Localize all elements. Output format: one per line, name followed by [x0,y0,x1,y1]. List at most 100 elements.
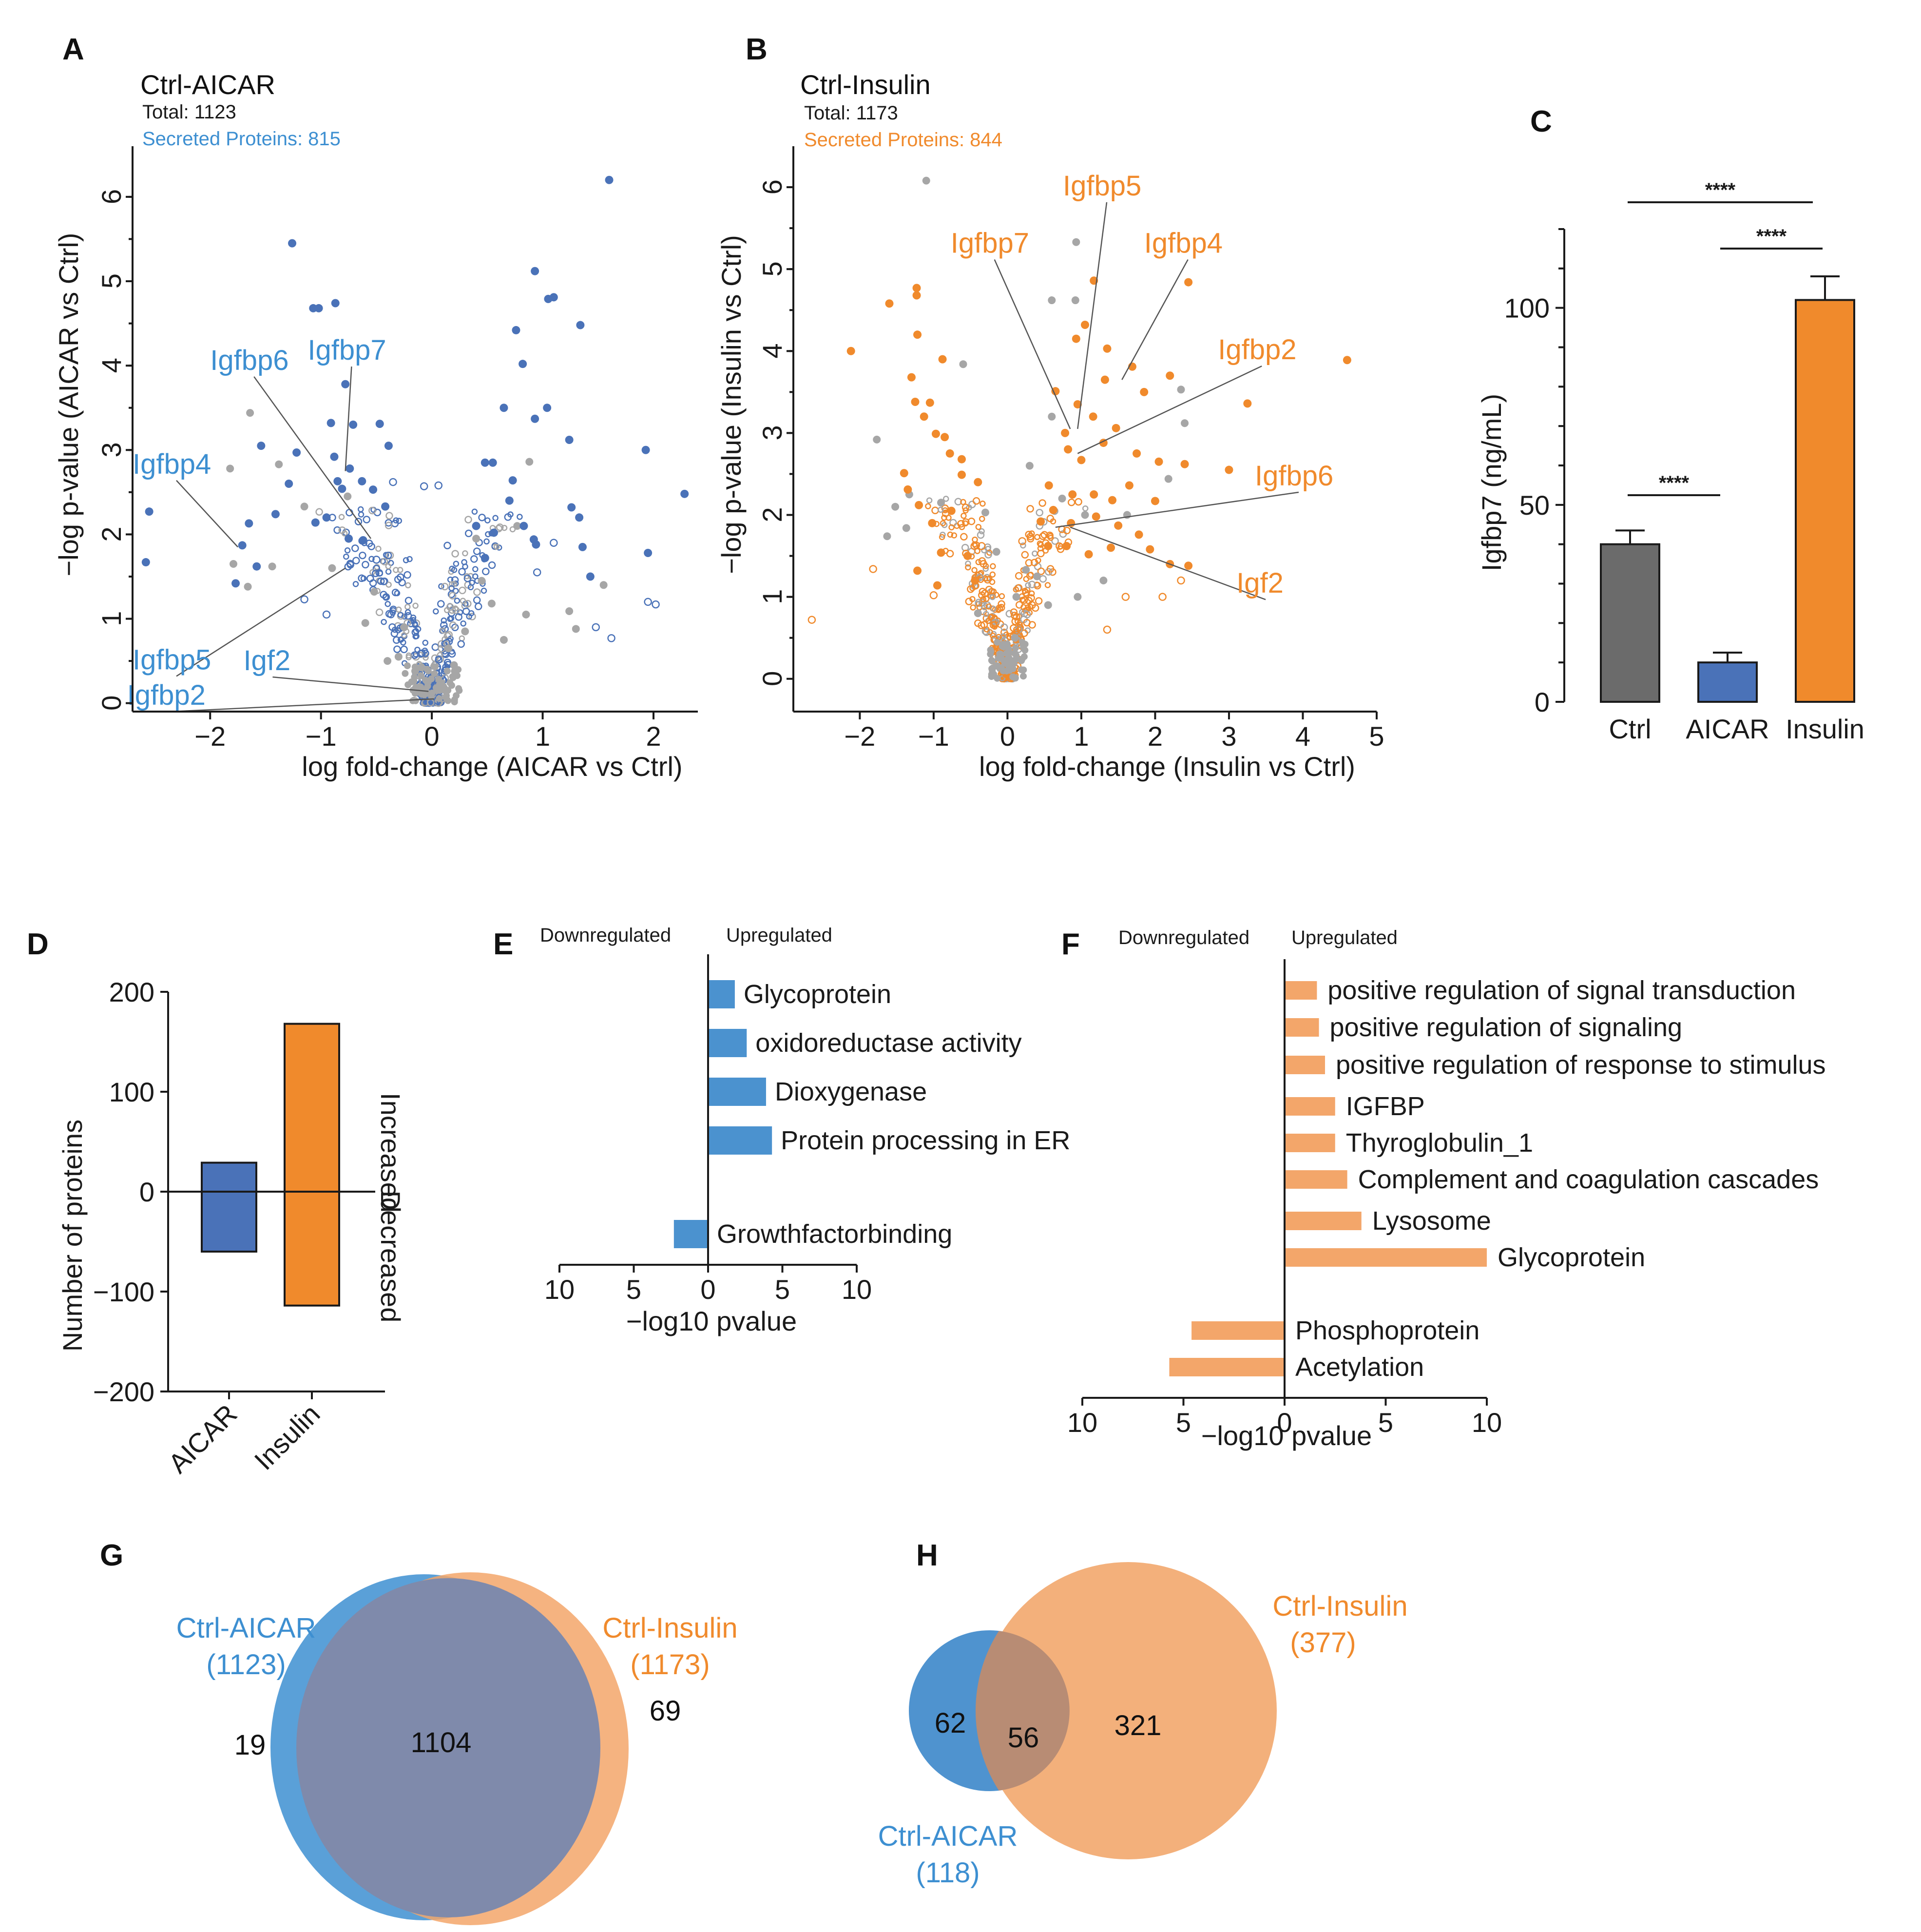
significant-point [369,485,378,494]
panel-letter-b: B [746,33,768,66]
significant-point [941,433,949,442]
open-point [404,609,411,616]
term-label: Growthfactorbinding [717,1219,952,1249]
significant-point [1133,449,1141,458]
open-point [990,563,996,570]
term-label: positive regulation of signal transducti… [1327,976,1796,1005]
open-point [1018,537,1026,545]
open-point [451,580,458,587]
significant-point [928,519,937,527]
grey-point [431,670,438,677]
x-tick-label: 5 [626,1274,641,1305]
bar [673,1220,708,1248]
y-tick-label: 1 [757,589,788,604]
y-tick-label: 0 [139,1177,154,1207]
significant-point [1112,424,1120,432]
significant-point [327,419,335,427]
grey-point [361,619,369,627]
grey-point [1020,666,1027,674]
significant-point [531,267,539,275]
open-point [1177,576,1185,585]
open-point [448,592,457,600]
open-point [411,628,420,637]
open-point [967,585,975,593]
open-point [387,611,395,618]
grey-point [572,625,580,633]
grey-point [436,695,443,702]
open-point [333,526,341,534]
panel-c-plot: 0 50 100 Ctrl AICAR Insulin **** **** **** [1504,179,1864,744]
grey-point [411,690,419,697]
significant-point [1100,375,1109,384]
open-point [504,513,512,521]
gene-label: Igfbp7 [307,334,386,366]
open-point [406,556,413,562]
grey-point [522,610,530,618]
gene-label: Igfbp4 [1144,228,1223,259]
gene-label: Igfbp2 [127,679,206,711]
open-point [405,652,412,659]
gene-leader-line [345,366,352,471]
open-point [493,543,500,550]
open-point [948,524,955,531]
venn-h-count-insulin: (377) [1290,1627,1356,1659]
significant-point [499,404,508,412]
gene-leader-line [1077,202,1108,429]
bar [1795,299,1855,703]
significant-point [322,513,331,522]
significant-point [963,552,972,560]
grey-point [451,696,458,703]
grey-point [1022,566,1030,574]
significant-point [937,548,945,557]
grey-point [1072,238,1080,246]
open-point [437,600,445,608]
significant-point [145,507,154,516]
open-point [464,599,472,608]
open-point [1103,625,1112,634]
y-tick-label: 100 [109,1077,154,1107]
grey-point [448,682,455,689]
significant-point [1084,550,1093,559]
open-point [449,621,457,629]
open-point [1034,581,1040,588]
significant-point [141,558,150,567]
open-point [338,514,345,520]
open-point [404,612,412,620]
grey-point [275,460,283,468]
bar [1285,1212,1362,1230]
significant-point [1180,460,1189,468]
grey-point [1009,665,1017,673]
grey-point [891,502,900,511]
term-label: positive regulation of signaling [1330,1013,1682,1042]
gene-leader-line [272,676,429,692]
panel-e-header-up: Upregulated [726,925,832,946]
x-tick-label: 2 [1148,721,1163,752]
open-point [938,506,944,513]
open-point [995,617,1001,624]
significant-point [252,562,261,571]
panel-f-x-axis-title: −log10 pvalue [1201,1420,1372,1451]
venn-g-only-insulin-count: 69 [650,1695,681,1727]
open-point [652,600,660,609]
gene-label: Igfbp6 [1255,460,1333,492]
panel-letter-c: C [1530,105,1552,138]
gene-label: Igfbp5 [1063,170,1141,202]
grey-point [417,672,424,679]
significant-point [257,442,266,450]
significant-point [238,541,247,550]
significant-point [974,478,982,486]
bar [1285,1248,1487,1267]
open-point [989,571,996,578]
panel-b-axes: 0 1 2 3 4 5 6 −2 −1 0 1 2 3 4 5 [757,146,1384,752]
x-tick-label: 1 [535,721,550,752]
grey-point [883,532,891,541]
open-point [962,520,969,527]
significance-stars: **** [1659,472,1690,494]
open-point [451,623,459,632]
open-point [985,603,992,610]
open-point [1000,623,1008,631]
open-point [983,611,989,617]
y-tick-label: 0 [96,696,127,711]
significant-point [641,445,650,454]
y-tick-label: −200 [93,1376,154,1407]
